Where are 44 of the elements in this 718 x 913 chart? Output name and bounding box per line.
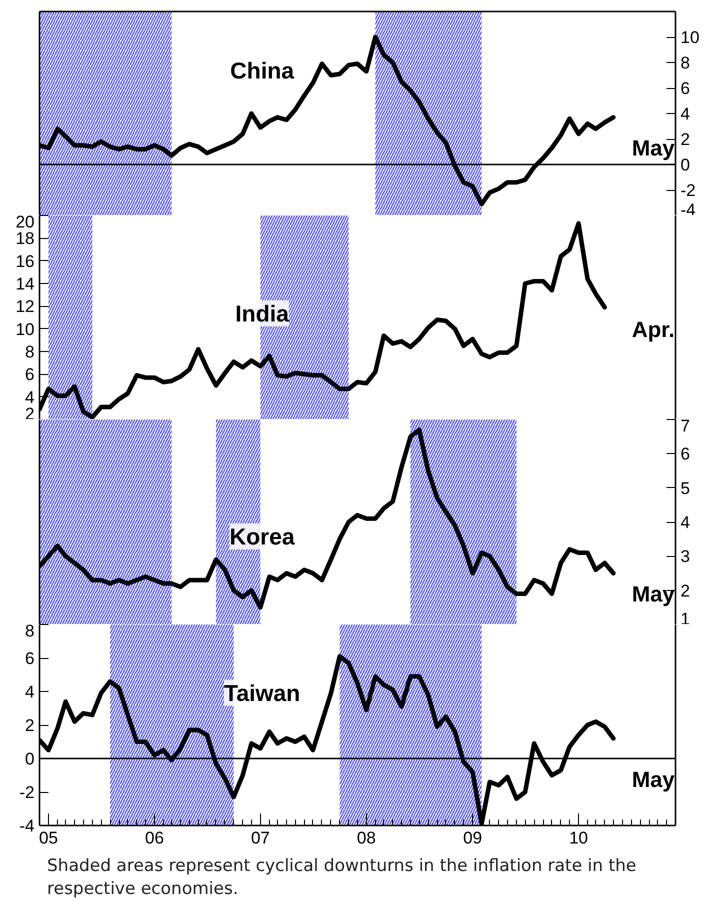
y2-tick-label: 6 (680, 444, 690, 464)
annotation: May (632, 766, 676, 792)
x-tick-label: 08 (356, 828, 376, 848)
y-tick-label: 8 (25, 622, 35, 640)
y2-tick-label: 6 (680, 79, 690, 98)
y-tick-label: -4 (19, 816, 35, 836)
x-tick-label: 10 (569, 828, 588, 848)
y-tick-label: 16 (16, 252, 35, 271)
y2-tick-label: 0 (680, 156, 690, 174)
y-tick-label: 4 (25, 388, 35, 407)
x-tick-label: 05 (39, 828, 58, 848)
y2-tick-label: 2 (680, 581, 690, 600)
y-tick-label: 14 (16, 274, 35, 294)
annotation: Apr. (632, 317, 675, 342)
y2-tick-label: 10 (680, 28, 700, 47)
y-tick-label: 20 (16, 212, 35, 232)
series-label: Korea (230, 523, 295, 550)
annotation: May (632, 136, 676, 161)
y-tick-label: 6 (25, 649, 35, 668)
x-tick-label: 06 (144, 828, 164, 848)
y-tick-label: 4 (25, 682, 35, 702)
x-tick-label: 07 (250, 828, 270, 848)
y-tick-label: 0 (25, 750, 35, 768)
y-tick-label: -2 (19, 783, 35, 802)
annotation: May (632, 581, 676, 606)
y2-tick-label: 4 (680, 104, 690, 124)
y2-tick-label: 5 (680, 478, 690, 498)
y-tick-label: 18 (16, 229, 35, 248)
series-label: Taiwan (224, 680, 300, 706)
series-label: India (235, 300, 290, 326)
y2-tick-label: 4 (680, 513, 690, 532)
y-tick-label: 8 (25, 342, 35, 362)
series-label: China (230, 58, 294, 84)
y-tick-label: 12 (16, 297, 35, 316)
y2-tick-label: 7 (680, 416, 690, 436)
y-tick-label: 10 (16, 320, 35, 339)
y-tick-label: 2 (25, 716, 35, 735)
y2-tick-label: 3 (680, 547, 690, 566)
x-tick-label: 09 (463, 828, 482, 848)
text: Shaded areas represent cyclical downturns in the inflation rate in the respective economies. (47, 855, 638, 901)
y2-tick-label: 2 (680, 130, 690, 149)
y2-tick-label: 8 (680, 54, 690, 72)
y2-tick-label: -2 (680, 181, 696, 200)
y-tick-label: 6 (25, 365, 35, 384)
